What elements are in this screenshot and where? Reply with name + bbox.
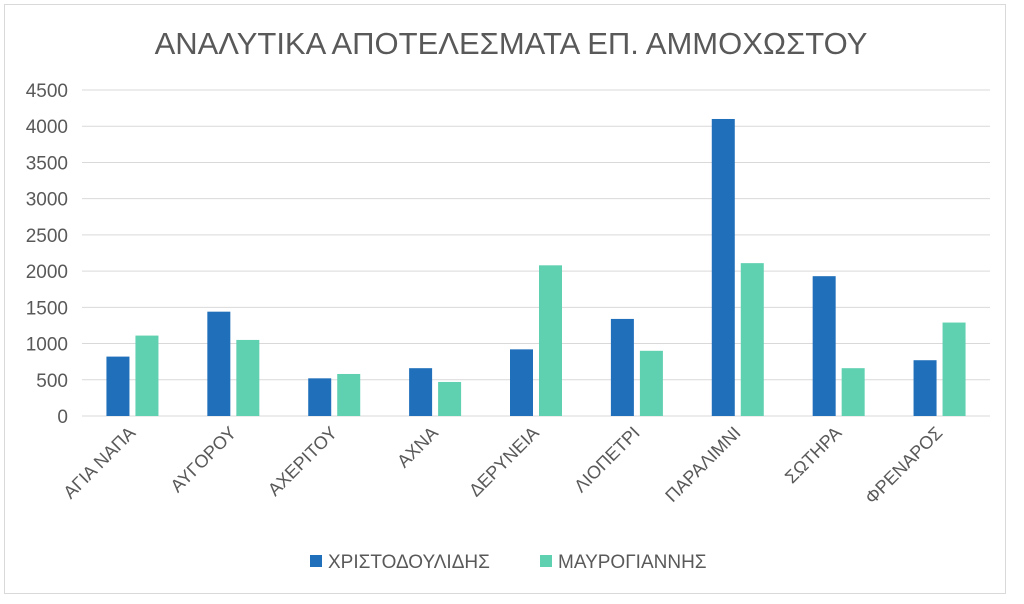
chart-frame bbox=[4, 4, 1006, 594]
y-tick-label: 2500 bbox=[26, 226, 68, 247]
legend: ΧΡΙΣΤΟΔΟΥΛΙΔΗΣ ΜΑΥΡΟΓΙΑΝΝΗΣ bbox=[310, 552, 707, 573]
bar-series-2 bbox=[841, 368, 865, 416]
bar-series-1 bbox=[610, 318, 634, 416]
legend-label: ΜΑΥΡΟΓΙΑΝΝΗΣ bbox=[558, 552, 707, 573]
y-axis-ticks: 0 500 1000 1500 2000 2500 3000 3500 4000 4500 bbox=[26, 81, 68, 428]
gridlines bbox=[82, 89, 990, 417]
y-tick-label: 3000 bbox=[26, 190, 68, 211]
x-tick-label: ΑΥΓΟΡΟΥ bbox=[167, 423, 241, 497]
bar-series-2 bbox=[639, 350, 663, 416]
y-tick-label: 2000 bbox=[26, 262, 68, 283]
legend-swatch bbox=[310, 555, 322, 567]
bar-series-1 bbox=[308, 378, 332, 416]
x-tick-label: ΑΧΕΡΙΤΟΥ bbox=[264, 423, 341, 500]
bar-series-2 bbox=[135, 335, 159, 416]
bar-series-1 bbox=[409, 368, 433, 416]
bar-series-1 bbox=[510, 349, 533, 416]
legend-swatch bbox=[540, 555, 552, 567]
legend-label: ΧΡΙΣΤΟΔΟΥΛΙΔΗΣ bbox=[328, 552, 490, 573]
y-tick-label: 1500 bbox=[26, 298, 68, 319]
y-tick-label: 1000 bbox=[26, 335, 68, 356]
y-tick-label: 4000 bbox=[26, 117, 68, 138]
bar-series-1 bbox=[711, 118, 735, 416]
bars bbox=[106, 118, 966, 416]
bar-series-1 bbox=[812, 276, 836, 416]
chart-title: ΑΝΑΛΥΤΙΚΑ ΑΠΟΤΕΛΕΣΜΑΤΑ ΕΠ. ΑΜΜΟΧΩΣΤΟΥ bbox=[155, 26, 868, 61]
x-tick-label: ΑΧΝΑ bbox=[393, 423, 442, 472]
x-tick-label: ΑΓΙΑ ΝΑΠΑ bbox=[59, 423, 139, 503]
bar-series-2 bbox=[539, 265, 562, 416]
bar-series-2 bbox=[740, 263, 764, 416]
x-tick-label: ΔΕΡΥΝΕΙΑ bbox=[465, 423, 543, 501]
x-tick-label: ΛΙΟΠΕΤΡΙ bbox=[570, 423, 644, 497]
bar-series-1 bbox=[207, 311, 231, 416]
bar-series-2 bbox=[236, 339, 260, 416]
bar-series-1 bbox=[106, 356, 130, 416]
bar-series-2 bbox=[438, 381, 462, 416]
y-tick-label: 500 bbox=[36, 371, 68, 392]
bar-series-2 bbox=[942, 322, 966, 416]
y-tick-label: 4500 bbox=[26, 81, 68, 102]
y-tick-label: 3500 bbox=[26, 153, 68, 174]
x-tick-label: ΣΩΤΗΡΑ bbox=[781, 423, 846, 488]
x-tick-label: ΦΡΕΝΑΡΟΣ bbox=[861, 423, 946, 508]
bar-series-1 bbox=[913, 360, 937, 416]
x-axis-labels: ΑΓΙΑ ΝΑΠΑ ΑΥΓΟΡΟΥ ΑΧΕΡΙΤΟΥ ΑΧΝΑ ΔΕΡΥΝΕΙΑ ΛΙΟΠ… bbox=[59, 423, 946, 508]
y-tick-label: 0 bbox=[57, 407, 68, 428]
x-tick-label: ΠΑΡΑΛΙΜΝΙ bbox=[661, 423, 744, 506]
bar-series-2 bbox=[337, 373, 361, 416]
